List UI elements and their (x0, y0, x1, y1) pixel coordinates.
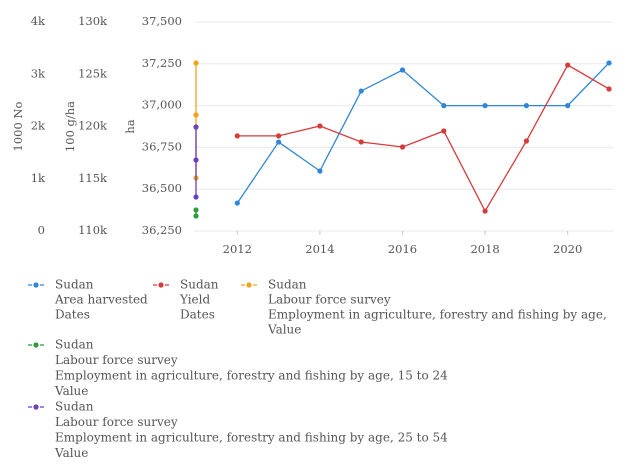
y-tick-label: 2k (31, 119, 46, 133)
y-tick-label: 36,250 (142, 223, 182, 237)
x-tick-label: 2016 (388, 242, 417, 256)
legend-marker (158, 282, 164, 288)
data-point (193, 194, 199, 200)
axis-label: 100 g/ha (63, 101, 77, 152)
y-tick-label: 0 (38, 223, 45, 237)
data-point (606, 86, 612, 92)
data-point (523, 103, 530, 109)
legend-label: Dates (180, 308, 215, 322)
y-tick-label: 110k (78, 223, 108, 237)
legend-label: Sudan (180, 278, 219, 292)
data-point (276, 139, 282, 145)
legend-marker (33, 342, 39, 348)
y-tick-label: 36,750 (142, 139, 182, 153)
y-tick-label: 36,500 (142, 181, 182, 195)
y-tick-label: 130k (78, 14, 108, 28)
x-tick-label: 2018 (470, 242, 499, 256)
data-point (399, 144, 406, 150)
y-tick-label: 37,000 (142, 98, 182, 112)
x-tick-label: 2020 (553, 242, 582, 256)
data-point (606, 60, 612, 66)
data-point (276, 133, 282, 139)
axis-label: 1000 No (11, 101, 25, 151)
legend-label: Labour force survey (55, 415, 178, 429)
legend-label: Sudan (268, 278, 307, 292)
data-point (193, 213, 199, 219)
legend-label: Area harvested (54, 293, 148, 307)
legend-label: Value (267, 323, 301, 337)
data-point (358, 88, 364, 94)
data-point (441, 103, 447, 109)
x-tick-label: 2014 (305, 242, 334, 256)
data-point (317, 123, 323, 129)
data-point (193, 157, 199, 163)
y-tick-label: 3k (31, 66, 46, 80)
axis-label: ha (123, 119, 137, 133)
data-point (193, 60, 199, 66)
data-point (482, 208, 488, 214)
legend-marker (33, 404, 39, 410)
legend-label: Sudan (55, 400, 94, 414)
legend-label: Labour force survey (268, 293, 391, 307)
x-tick-label: 2012 (223, 242, 252, 256)
legend-label: Value (54, 446, 88, 460)
data-point (193, 124, 199, 130)
y-tick-label: 1k (31, 171, 46, 185)
data-point (193, 207, 199, 213)
legend-marker (33, 282, 39, 288)
data-point (441, 128, 447, 134)
y-tick-label: 37,250 (142, 56, 182, 70)
data-point (234, 200, 240, 206)
data-point (193, 112, 199, 118)
data-point (565, 62, 571, 68)
y-tick-label: 120k (78, 119, 108, 133)
legend-label: Yield (179, 293, 210, 307)
data-point (399, 67, 406, 73)
legend-marker (246, 282, 252, 288)
data-point (234, 133, 240, 139)
y-tick-label: 37,500 (142, 14, 182, 28)
legend-label: Employment in agriculture, forestry and … (55, 369, 448, 383)
data-point (565, 103, 571, 109)
y-tick-label: 115k (78, 171, 108, 185)
data-point (317, 168, 323, 174)
legend-label: Employment in agriculture, forestry and … (55, 431, 448, 445)
legend-label: Sudan (55, 278, 94, 292)
legend-label: Value (54, 384, 88, 398)
y-tick-label: 125k (78, 66, 108, 80)
data-point (482, 103, 488, 109)
data-point (523, 138, 530, 144)
data-point (358, 139, 364, 145)
legend-label: Employment in agriculture, forestry and … (268, 308, 607, 322)
legend-label: Dates (55, 308, 90, 322)
series-line (237, 64, 610, 213)
series-line (236, 62, 610, 204)
y-tick-label: 4k (31, 14, 46, 28)
legend-label: Sudan (55, 338, 94, 352)
legend-label: Labour force survey (55, 353, 178, 367)
